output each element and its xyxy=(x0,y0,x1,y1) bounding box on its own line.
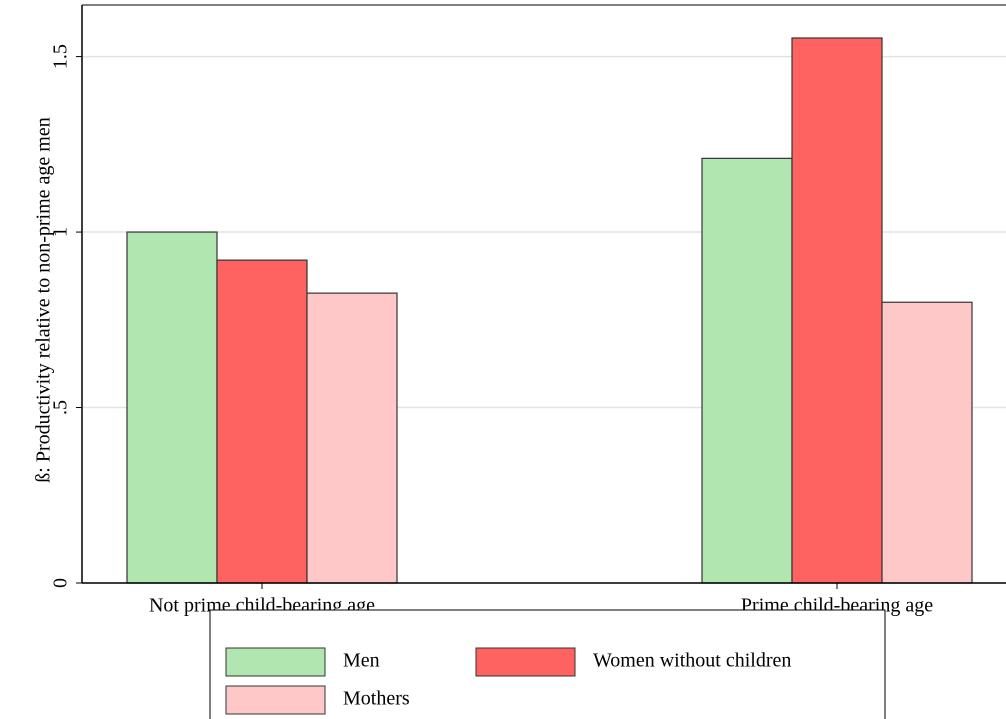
bar xyxy=(126,231,218,584)
legend-swatch xyxy=(225,685,326,715)
bar xyxy=(791,37,883,584)
bar xyxy=(701,157,793,584)
y-tick-label: 1 xyxy=(50,227,72,237)
legend-swatch xyxy=(225,647,326,677)
bar xyxy=(306,292,398,584)
y-axis-label: ß: Productivity relative to non-prime ag… xyxy=(33,117,55,482)
legend-label: Men xyxy=(343,650,380,672)
legend-swatch xyxy=(475,647,576,677)
y-tick-label: .5 xyxy=(50,400,72,415)
y-tick-label: 1.5 xyxy=(50,44,72,69)
legend-label: Mothers xyxy=(343,688,410,710)
bar xyxy=(881,301,973,584)
y-tick-label: 0 xyxy=(50,578,72,588)
bar xyxy=(216,259,308,584)
legend-label: Women without children xyxy=(593,650,791,672)
